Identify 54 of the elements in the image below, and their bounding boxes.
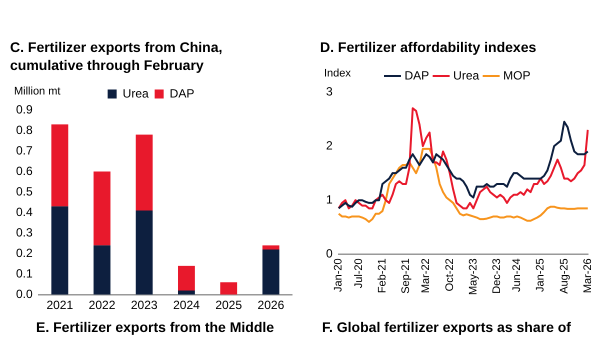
y-tick-label: 0.6 — [16, 164, 33, 178]
x-tick-label: Oct-22 — [444, 258, 456, 292]
x-tick-label: Dec-23 — [490, 258, 503, 294]
x-tick-label: 2026 — [258, 298, 285, 312]
x-tick-label: Mar-26 — [582, 258, 594, 294]
bar — [51, 206, 68, 295]
y-tick-label: 0.2 — [16, 246, 33, 260]
y-tick-label: 0.4 — [16, 204, 33, 219]
bar — [136, 134, 153, 211]
x-tick-label: Jun-24 — [511, 258, 524, 292]
x-tick-label: Jan-20 — [332, 258, 345, 292]
y-tick-label: 0.9 — [16, 102, 33, 116]
x-tick-label: 2021 — [46, 298, 74, 312]
y-tick-label: 3 — [326, 84, 333, 98]
bar — [94, 245, 110, 295]
x-tick-label: May-23 — [467, 258, 480, 296]
legend-label: Urea — [122, 86, 149, 100]
x-tick-label: Aug-25 — [558, 258, 570, 294]
legend-label: Urea — [453, 68, 480, 82]
bar — [94, 172, 110, 246]
bar — [262, 249, 280, 295]
y-tick-label: 0.7 — [16, 143, 33, 158]
chart-title: C. Fertilizer exports from China, cumulative through February — [10, 38, 224, 74]
chart-title: D. Fertilizer affordability indexes — [320, 38, 538, 56]
x-tick-label: 2024 — [173, 298, 200, 312]
bar — [178, 266, 195, 290]
x-tick-label: Feb-21 — [376, 258, 388, 294]
bar — [220, 282, 238, 295]
y-tick-label: 0.5 — [16, 184, 33, 198]
y-tick-label: 1 — [326, 192, 333, 207]
y-tick-label: 0.1 — [16, 266, 33, 280]
x-tick-label: 2023 — [130, 298, 158, 312]
legend-label: MOP — [503, 68, 531, 82]
y-axis-title: Index — [324, 68, 352, 80]
bar — [51, 124, 68, 206]
x-tick-label: Mar-22 — [420, 258, 432, 294]
bar — [262, 245, 280, 250]
y-axis-title: Million mt — [14, 86, 60, 98]
x-tick-label: Jul-20 — [352, 258, 365, 288]
x-tick-label: 2022 — [88, 298, 116, 312]
y-tick-label: 0.0 — [16, 286, 33, 301]
x-tick-label: Sep-21 — [400, 258, 412, 294]
y-tick-label: 0.8 — [16, 122, 33, 137]
bar — [178, 290, 195, 295]
x-tick-label: 2025 — [215, 298, 242, 312]
legend-label: DAP — [404, 68, 430, 82]
text: E. Fertilizer exports from the Middle — [36, 318, 276, 336]
y-tick-label: 2 — [326, 138, 333, 152]
text: F. Global fertilizer exports as share of — [322, 318, 572, 336]
legend-label: DAP — [170, 86, 194, 100]
y-tick-label: 0.3 — [16, 225, 33, 240]
bar — [136, 210, 153, 295]
x-tick-label: Jan-25 — [534, 258, 547, 292]
y-tick-label: 0 — [326, 246, 333, 261]
